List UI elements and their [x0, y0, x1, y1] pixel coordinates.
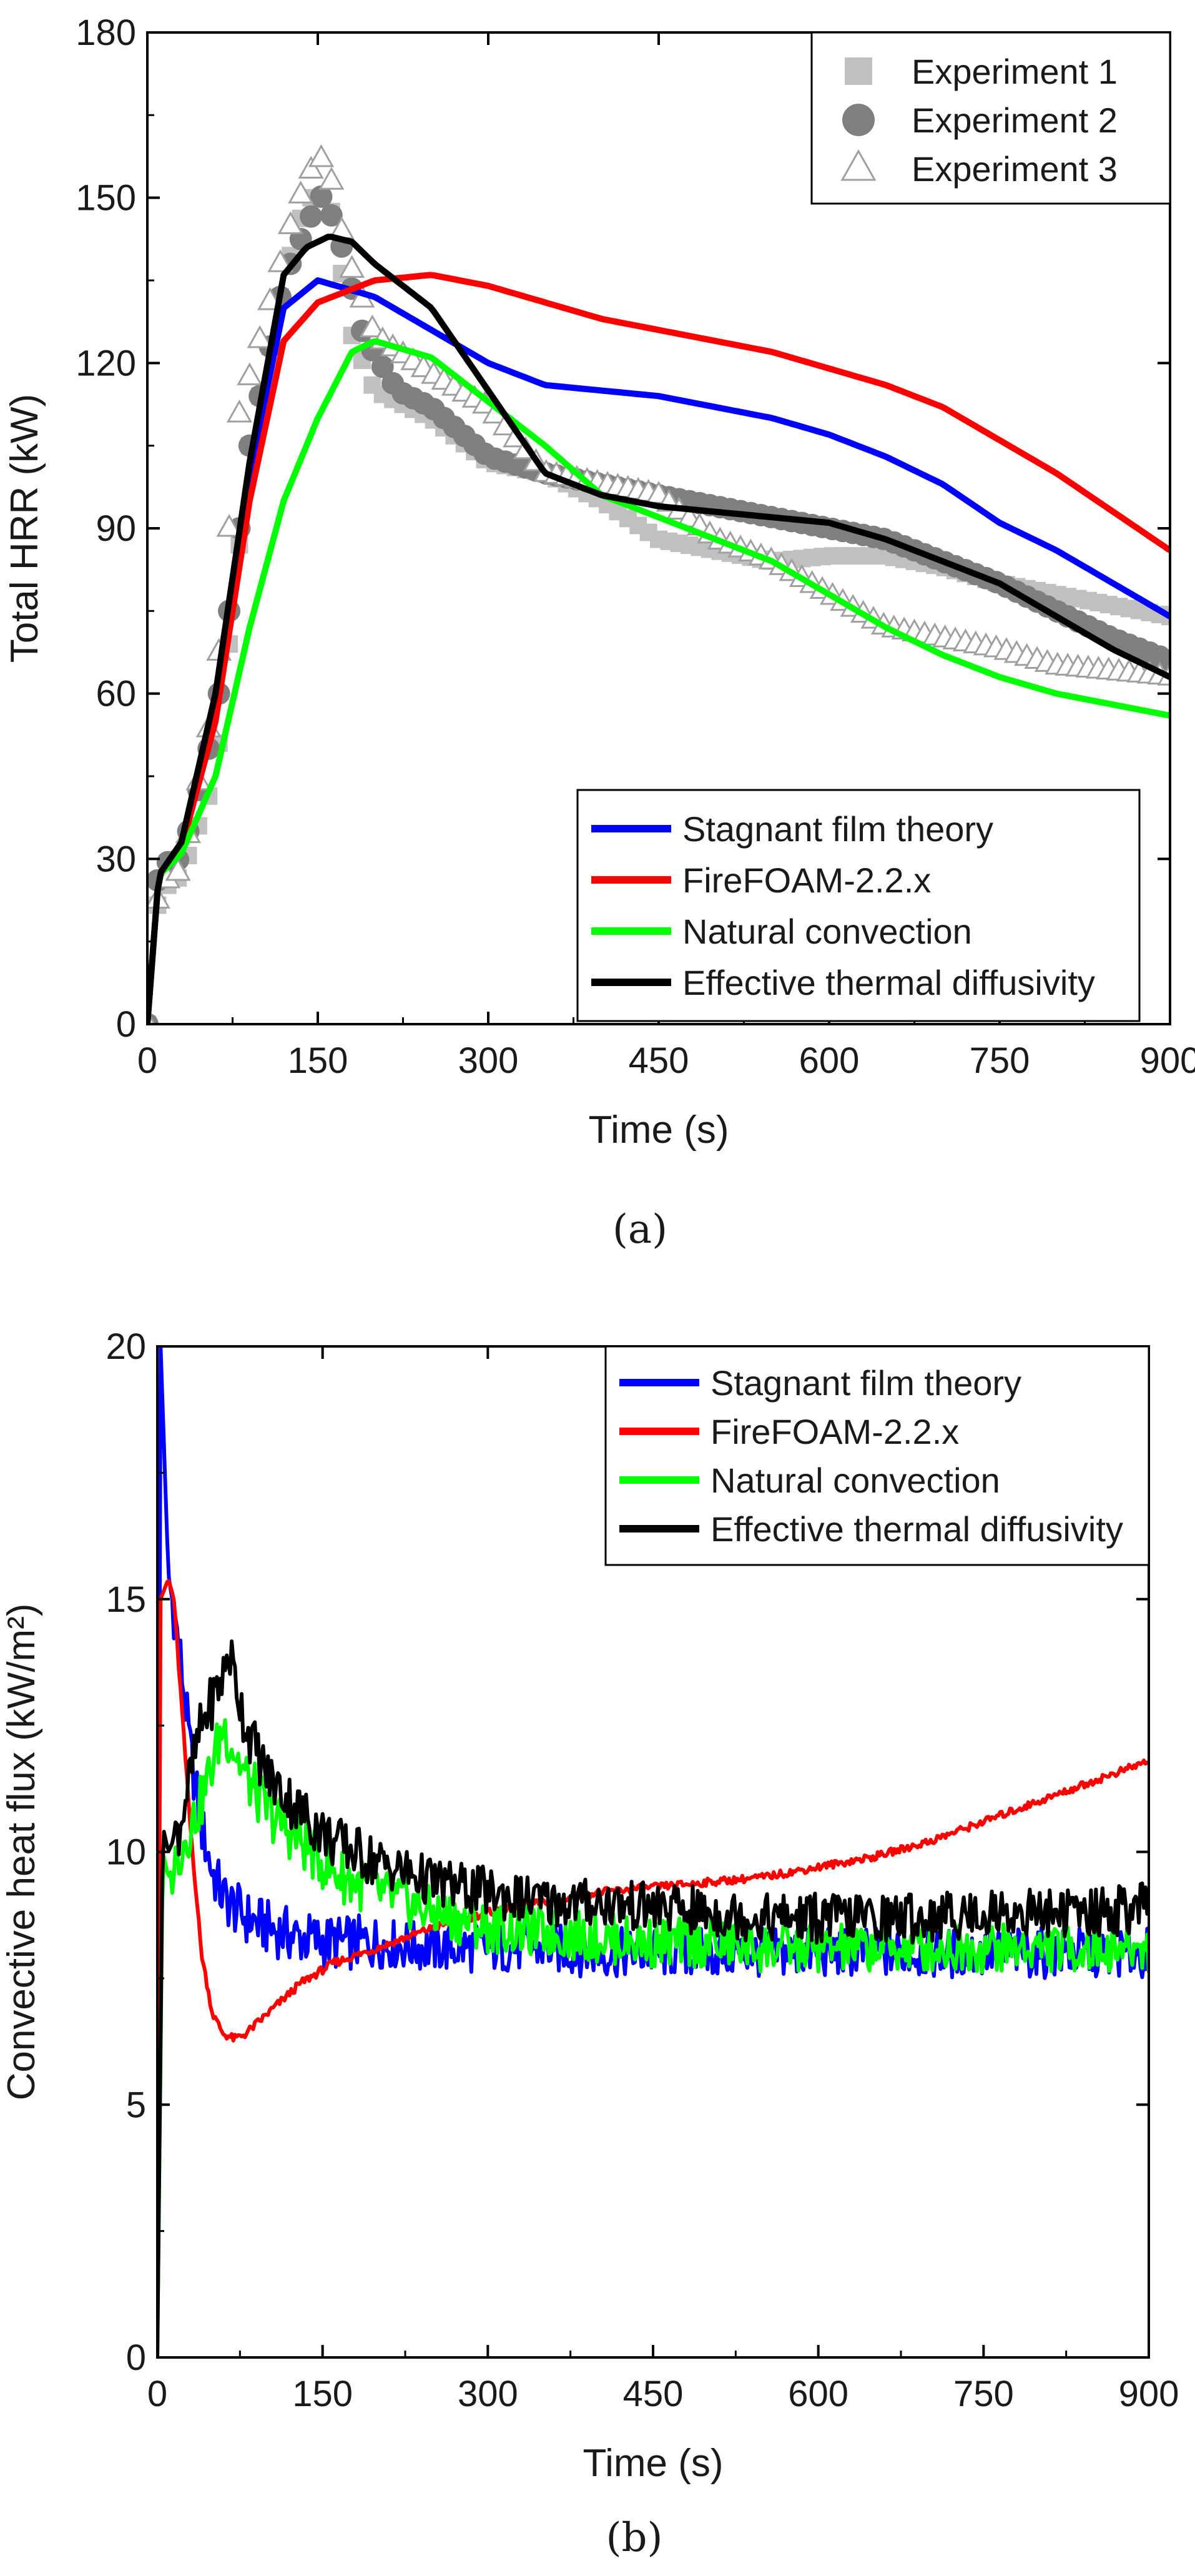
series-line-firefoam-2-2-x — [147, 272, 1170, 1024]
x-tick-label: 600 — [788, 2374, 848, 2414]
experiment-2-point — [371, 355, 394, 378]
y-tick-label: 0 — [126, 2337, 146, 2378]
heat-flux-chart: 0 150 300 450 600 750 900 0 5 10 15 20 Time (s) Conve… — [0, 1326, 1179, 2561]
experiment-3-point — [237, 362, 263, 385]
legend-label-stagnant-film-theory: Stagnant film theory — [711, 1363, 1021, 1403]
y-axis-title: Convective heat flux (kW/m²) — [0, 1604, 43, 2101]
experiment-2-point — [300, 205, 323, 228]
x-tick-label: 0 — [137, 1040, 157, 1081]
y-tick-label: 20 — [106, 1326, 146, 1367]
y-tick-label: 5 — [126, 2085, 146, 2125]
legend-label-firefoam-2-2-x: FireFOAM-2.2.x — [682, 861, 931, 900]
x-axis-title: Time (s) — [583, 2442, 724, 2485]
y-tick-label: 150 — [76, 178, 136, 219]
x-tick-label: 750 — [953, 2374, 1014, 2414]
y-tick-label: 180 — [76, 12, 136, 53]
series-line-effective-thermal-diffusivity — [147, 234, 1170, 1024]
chart-panel-b: 0 150 300 450 600 750 900 0 5 10 15 20 Time (s) Conve… — [0, 1274, 1195, 2576]
legend-label-natural-convection: Natural convection — [711, 1461, 1000, 1500]
x-tick-label: 150 — [288, 1040, 348, 1081]
y-tick-label: 90 — [96, 508, 136, 549]
chart-panel-a: 0 150 300 450 600 750 900 0 30 60 90 120 150 180 Time … — [0, 0, 1195, 1274]
series-line-stagnant-film-theory — [147, 277, 1170, 1024]
hrr-chart: 0 150 300 450 600 750 900 0 30 60 90 120 150 180 Time … — [3, 12, 1195, 1253]
experiment-3-point — [288, 180, 314, 204]
experiment-3-point — [359, 314, 385, 338]
legend-label-firefoam-2-2-x: FireFOAM-2.2.x — [711, 1412, 959, 1451]
x-tick-label: 450 — [623, 2374, 684, 2414]
x-axis-title: Time (s) — [589, 1108, 729, 1152]
legend-marker-experiment-2 — [842, 104, 875, 136]
legend-marker-experiment-3 — [840, 149, 877, 181]
y-tick-label: 15 — [106, 1579, 146, 1620]
experiment-3-point — [308, 144, 335, 167]
legend-label-natural-convection: Natural convection — [682, 912, 972, 951]
experiment-3-point — [298, 155, 324, 179]
experiments-legend: Experiment 1 Experiment 2 Experiment 3 — [810, 31, 1171, 205]
models-legend: Stagnant film theory FireFOAM-2.2.x Natura… — [576, 789, 1141, 1022]
x-tick-label: 0 — [147, 2374, 167, 2414]
experiment-3-point — [339, 255, 365, 278]
y-tick-label: 60 — [96, 674, 136, 714]
experiment-3-point — [267, 249, 293, 272]
legend-label-effective-thermal-diffusivity: Effective thermal diffusivity — [711, 1509, 1123, 1549]
y-axis-title: Total HRR (kW) — [3, 394, 46, 663]
legend-label-experiment-2: Experiment 2 — [912, 101, 1118, 140]
series-line-effective-thermal-diffusivity — [157, 1639, 1149, 2357]
x-tick-label: 300 — [458, 2374, 518, 2414]
experiment-3-point — [216, 513, 242, 537]
experiment-2-point — [310, 185, 333, 208]
experiment-2-point — [320, 204, 343, 227]
x-tick-label: 600 — [799, 1040, 860, 1081]
y-tick-label: 0 — [116, 1004, 136, 1045]
experiment-3-point — [318, 167, 345, 190]
panel-caption: (b) — [606, 2515, 663, 2561]
series-line-firefoam-2-2-x — [157, 1579, 1149, 2357]
y-tick-label: 30 — [96, 839, 136, 879]
y-tick-label: 10 — [106, 1832, 146, 1873]
y-tick-label: 120 — [76, 343, 136, 383]
x-tick-label: 750 — [970, 1040, 1030, 1081]
legend-label-effective-thermal-diffusivity: Effective thermal diffusivity — [682, 963, 1095, 1002]
x-tick-label: 900 — [1119, 2374, 1179, 2414]
experiment-3-point — [277, 211, 303, 234]
legend-marker-experiment-1 — [845, 57, 872, 85]
series-line-natural-convection — [147, 338, 1170, 1024]
flux-legend: Stagnant film theory FireFOAM-2.2.x Natura… — [604, 1345, 1150, 1566]
experiment-3-point — [165, 857, 191, 881]
x-tick-label: 300 — [458, 1040, 519, 1081]
x-tick-label: 450 — [629, 1040, 689, 1081]
legend-label-experiment-1: Experiment 1 — [912, 52, 1118, 91]
series-line-natural-convection — [157, 1718, 1149, 2357]
experiment-3-point — [226, 399, 252, 423]
panel-caption: (a) — [612, 1207, 667, 1253]
x-tick-label: 900 — [1140, 1040, 1195, 1081]
experiment-3-point — [247, 325, 273, 348]
x-tick-label: 150 — [292, 2374, 353, 2414]
legend-label-stagnant-film-theory: Stagnant film theory — [682, 809, 993, 849]
legend-label-experiment-3: Experiment 3 — [912, 149, 1118, 189]
